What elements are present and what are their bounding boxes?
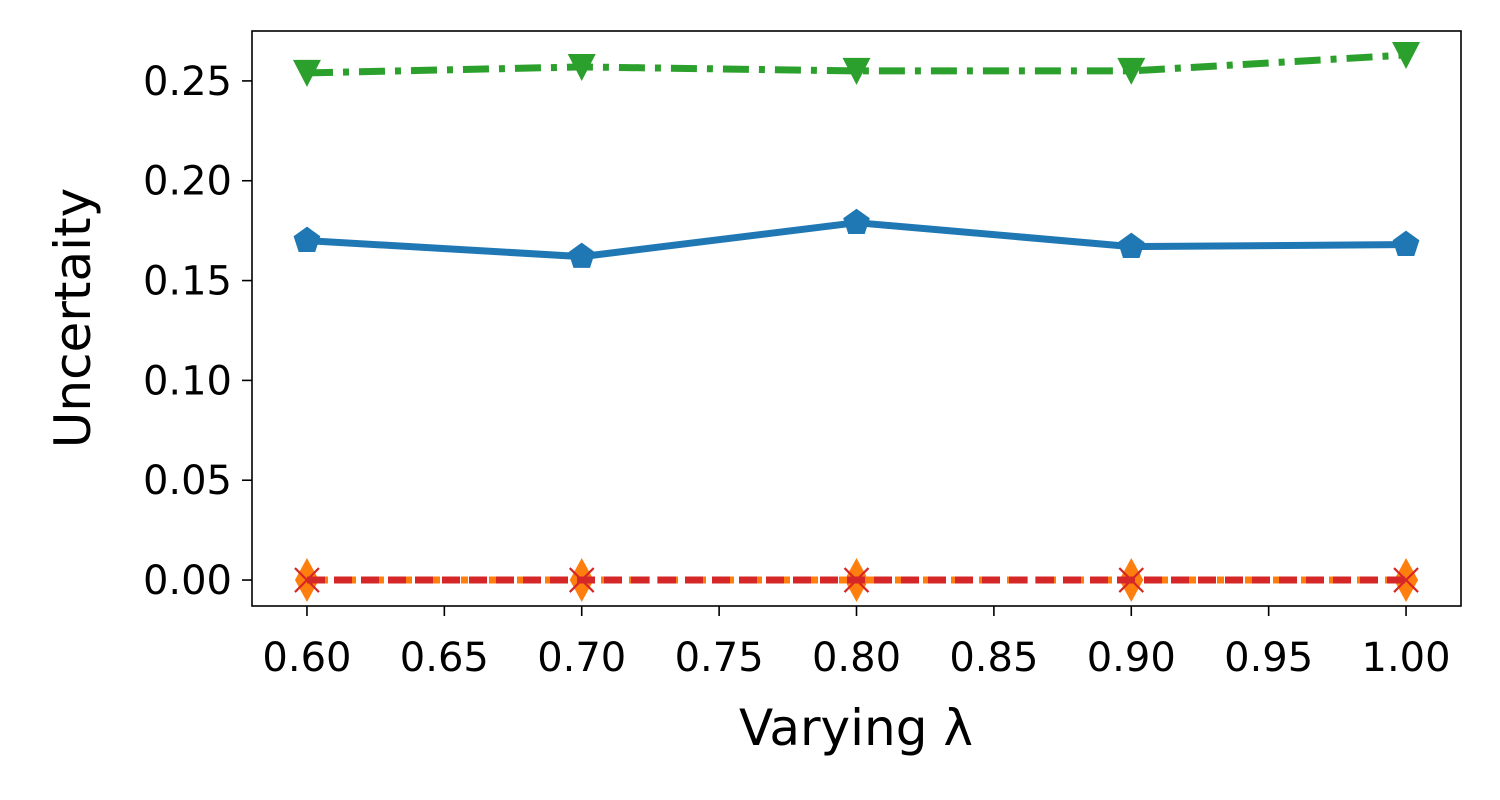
- marker-pentagon-1-1: [568, 242, 595, 268]
- x-tick-label: 0.85: [949, 635, 1038, 681]
- x-tick-label: 0.75: [675, 635, 764, 681]
- marker-x-3-3-stroke-b: [1118, 567, 1145, 593]
- marker-x-3-0-stroke-b: [294, 567, 320, 593]
- x-tick-label: 0.80: [812, 635, 901, 681]
- marker-pentagon-1-2: [843, 208, 870, 234]
- x-tick-label: 1.00: [1362, 635, 1451, 681]
- marker-pentagon-1-3: [1118, 232, 1145, 258]
- x-tick-label: 0.60: [262, 635, 351, 681]
- marker-triangle-down-0-1: [567, 53, 596, 81]
- marker-pentagon-1-4: [1392, 230, 1420, 256]
- y-tick-label: 0.25: [143, 59, 232, 105]
- ticks-layer: 0.60 0.65 0.70 0.75 0.80 0.85 0.90 0.95 1.00 0.00…: [143, 59, 1451, 681]
- marker-x-3-2: [843, 567, 870, 593]
- x-tick-label: 0.95: [1224, 635, 1313, 681]
- marker-x-3-1-stroke-b: [568, 567, 595, 593]
- marker-triangle-down-0-2: [842, 57, 871, 85]
- y-tick-label: 0.10: [143, 358, 232, 404]
- series-layer: [292, 41, 1421, 603]
- x-tick-label: 0.70: [537, 635, 626, 681]
- y-tick-label: 0.00: [143, 558, 232, 604]
- marker-triangle-down-0-3: [1117, 57, 1146, 85]
- marker-x-3-0: [294, 567, 320, 593]
- x-axis-label: Varying λ: [739, 699, 973, 757]
- marker-pentagon-1-0: [293, 226, 321, 252]
- marker-triangle-down-0-4: [1392, 41, 1421, 69]
- plot-frame: [251, 30, 1462, 607]
- y-tick-label: 0.20: [143, 159, 232, 205]
- marker-x-3-1: [568, 567, 595, 593]
- y-axis-label: Uncertaity: [44, 188, 102, 448]
- marker-x-3-4-stroke-b: [1393, 567, 1419, 593]
- y-tick-label: 0.05: [143, 458, 232, 504]
- y-tick-label: 0.15: [143, 259, 232, 305]
- marker-triangle-down-0-0: [292, 59, 321, 87]
- marker-x-3-2-stroke-b: [843, 567, 870, 593]
- x-tick-label: 0.65: [400, 635, 489, 681]
- x-tick-label: 0.90: [1087, 635, 1176, 681]
- marker-x-3-3: [1118, 567, 1145, 593]
- marker-x-3-4: [1393, 567, 1419, 593]
